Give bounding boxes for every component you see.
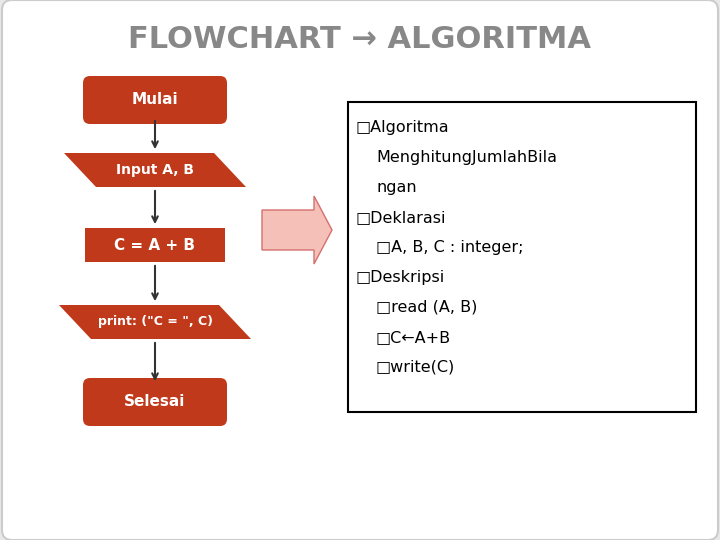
Bar xyxy=(85,228,225,262)
Text: ngan: ngan xyxy=(376,180,417,195)
Text: MenghitungJumlahBila: MenghitungJumlahBila xyxy=(376,150,557,165)
Polygon shape xyxy=(262,196,332,264)
Text: print: ("C = ", C): print: ("C = ", C) xyxy=(97,315,212,328)
Text: □Deklarasi: □Deklarasi xyxy=(356,210,446,225)
Text: □C←A+B: □C←A+B xyxy=(376,330,451,345)
Text: Input A, B: Input A, B xyxy=(116,163,194,177)
FancyBboxPatch shape xyxy=(83,378,227,426)
FancyBboxPatch shape xyxy=(83,76,227,124)
Text: Mulai: Mulai xyxy=(132,92,179,107)
Bar xyxy=(348,102,696,412)
Polygon shape xyxy=(64,153,246,187)
Text: □read (A, B): □read (A, B) xyxy=(376,300,477,315)
Text: □Deskripsi: □Deskripsi xyxy=(356,270,445,285)
Text: □A, B, C : integer;: □A, B, C : integer; xyxy=(376,240,523,255)
Text: □write(C): □write(C) xyxy=(376,360,455,375)
Text: C = A + B: C = A + B xyxy=(114,238,196,253)
Text: FLOWCHART → ALGORITMA: FLOWCHART → ALGORITMA xyxy=(128,25,592,55)
Text: Selesai: Selesai xyxy=(125,395,186,409)
Text: □Algoritma: □Algoritma xyxy=(356,120,449,135)
Polygon shape xyxy=(59,305,251,339)
